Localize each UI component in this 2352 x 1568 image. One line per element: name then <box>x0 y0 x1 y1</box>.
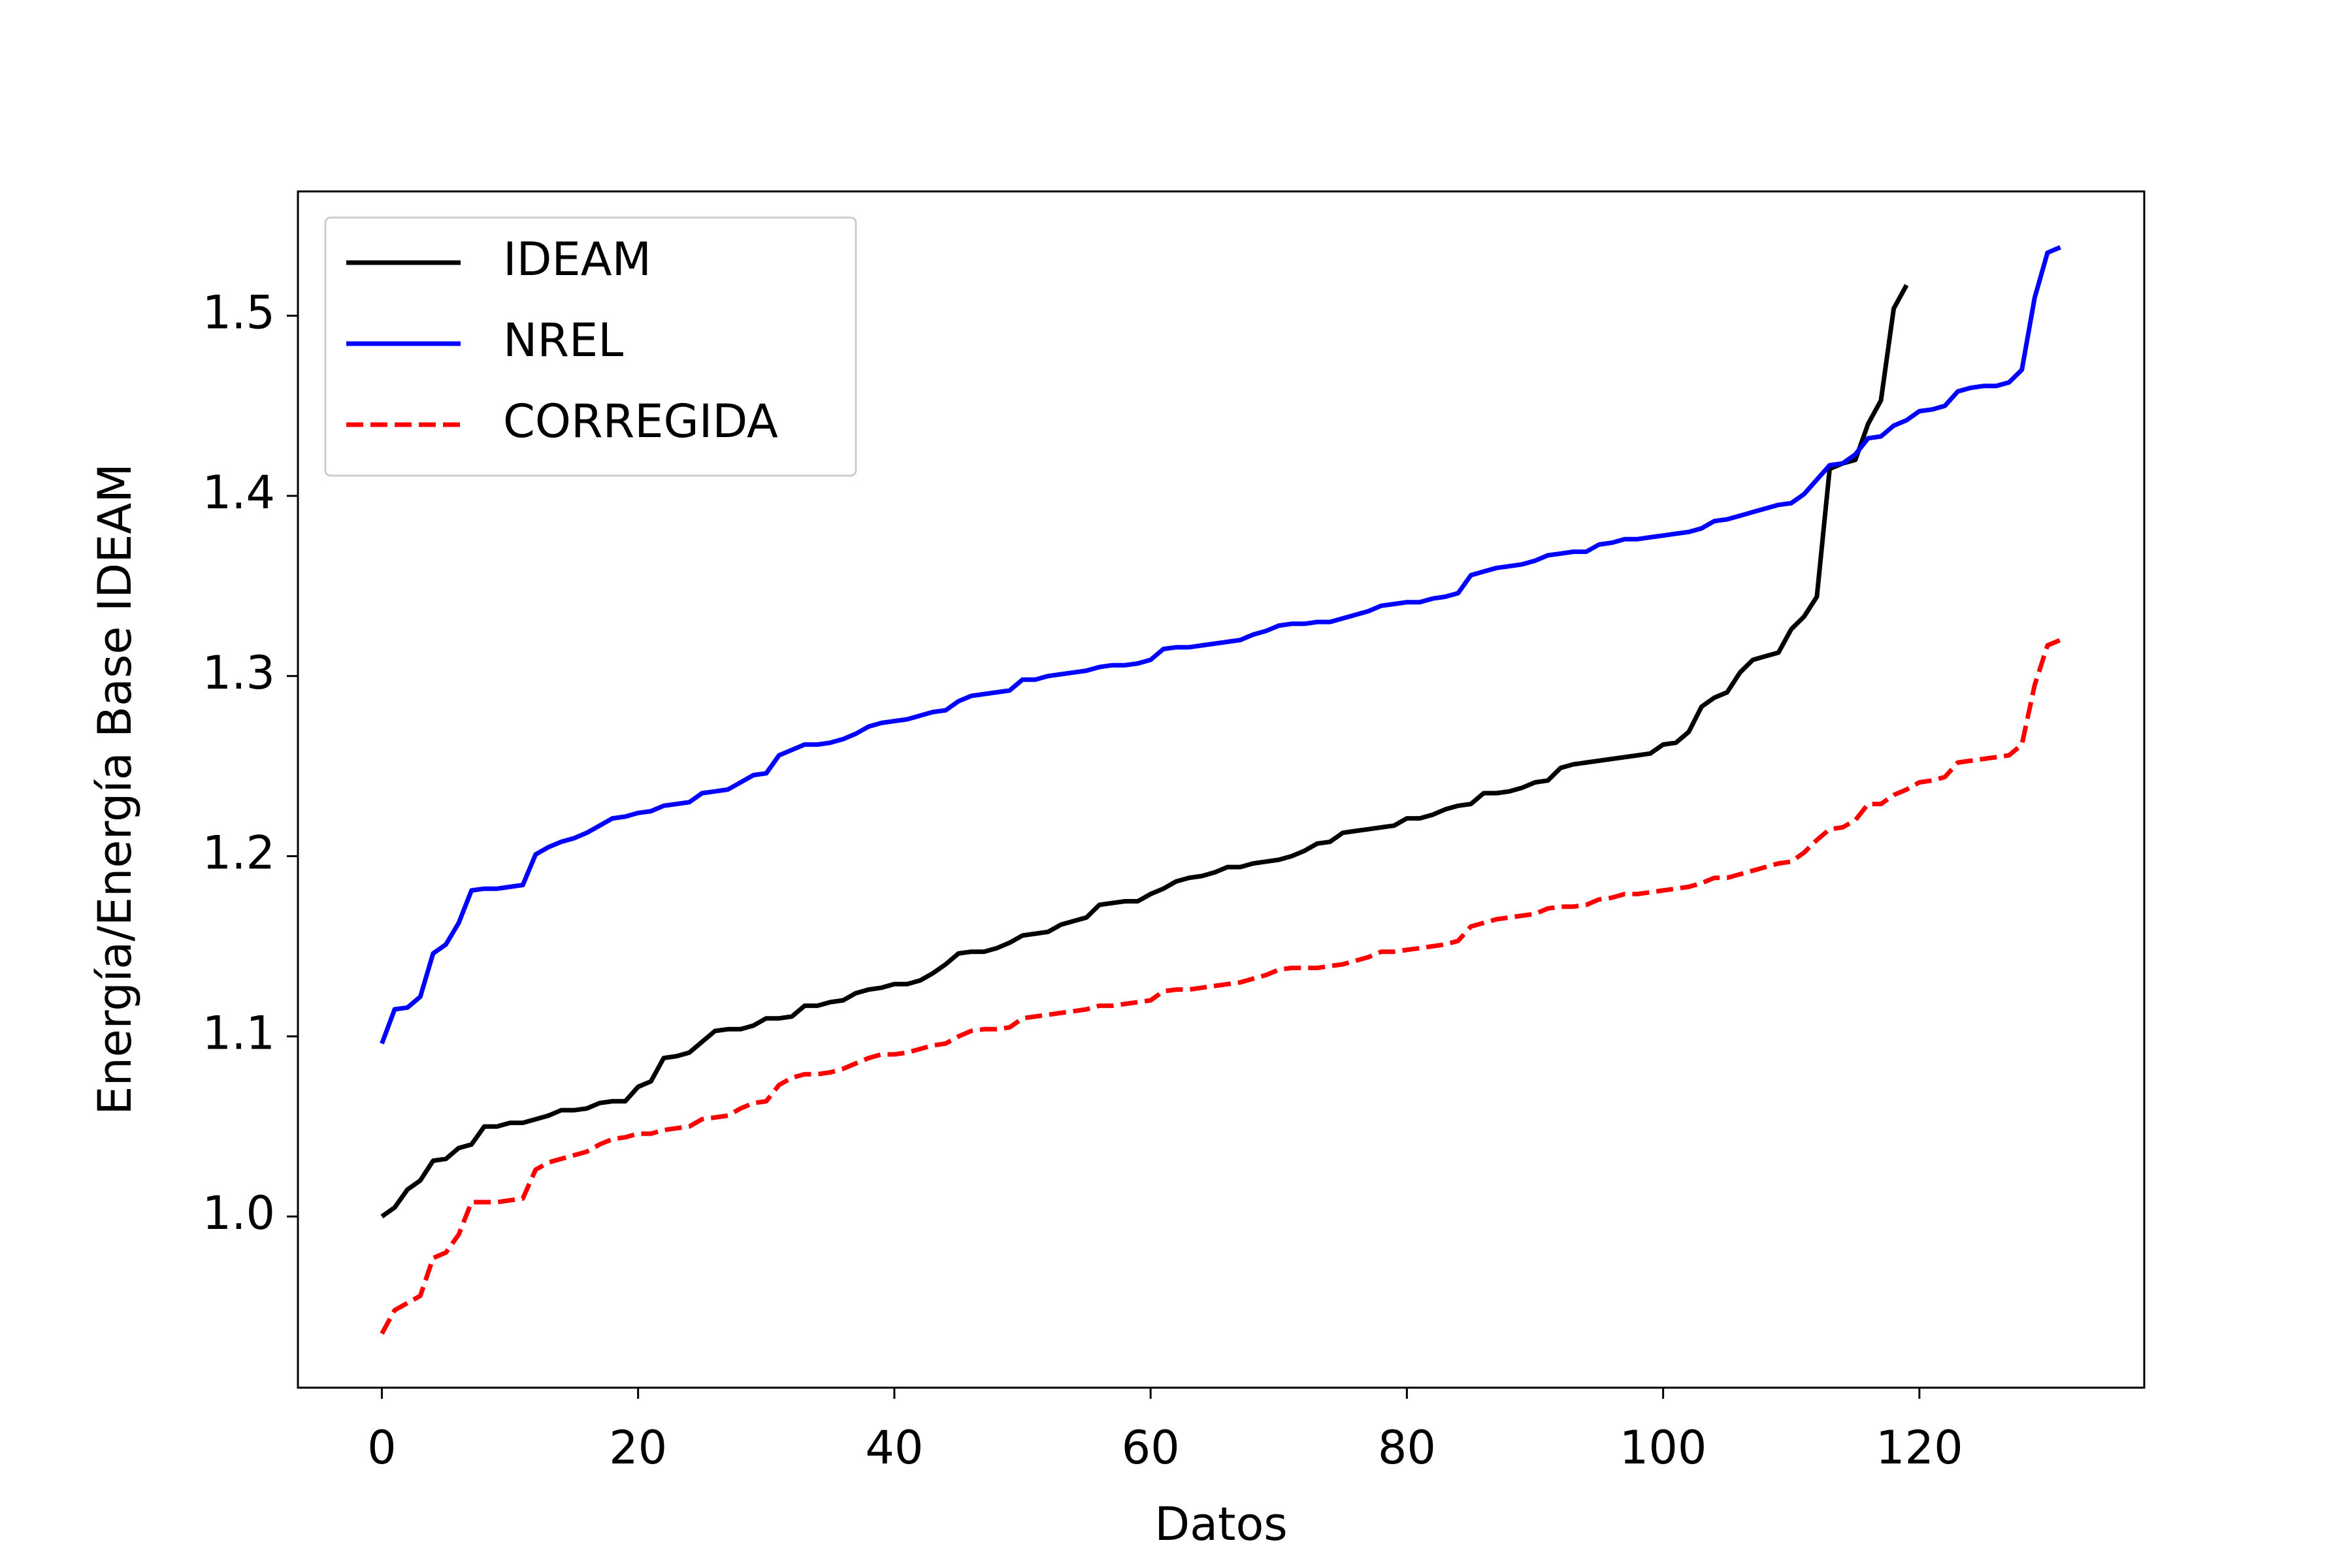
y-tick-label: 1.5 <box>203 286 275 339</box>
y-tick-label: 1.3 <box>203 646 275 700</box>
data-line <box>380 245 2061 1045</box>
legend-label: IDEAM <box>503 233 651 286</box>
legend-label: CORREGIDA <box>503 395 778 448</box>
x-tick-label: 120 <box>1876 1421 1963 1475</box>
legend: IDEAM NREL CORREGIDA <box>324 216 857 477</box>
x-axis-label: Datos <box>1154 1497 1288 1551</box>
legend-label: NREL <box>503 314 623 367</box>
data-line <box>380 638 2061 1335</box>
y-tick-label: 1.1 <box>203 1006 275 1060</box>
plot-frame <box>297 190 2146 1389</box>
legend-frame <box>324 216 857 477</box>
y-tick-label: 1.0 <box>203 1186 275 1240</box>
y-axis-label: Energía/Energía Base IDEAM <box>88 463 142 1115</box>
x-tick-label: 0 <box>367 1421 397 1475</box>
y-tick-label: 1.2 <box>203 826 275 880</box>
x-tick-label: 40 <box>865 1421 923 1475</box>
y-tick-label: 1.4 <box>203 466 275 519</box>
x-tick-label: 60 <box>1122 1421 1180 1475</box>
x-tick-label: 20 <box>609 1421 667 1475</box>
data-line <box>380 284 1909 1218</box>
x-tick-label: 80 <box>1378 1421 1436 1475</box>
x-tick-label: 100 <box>1620 1421 1707 1475</box>
